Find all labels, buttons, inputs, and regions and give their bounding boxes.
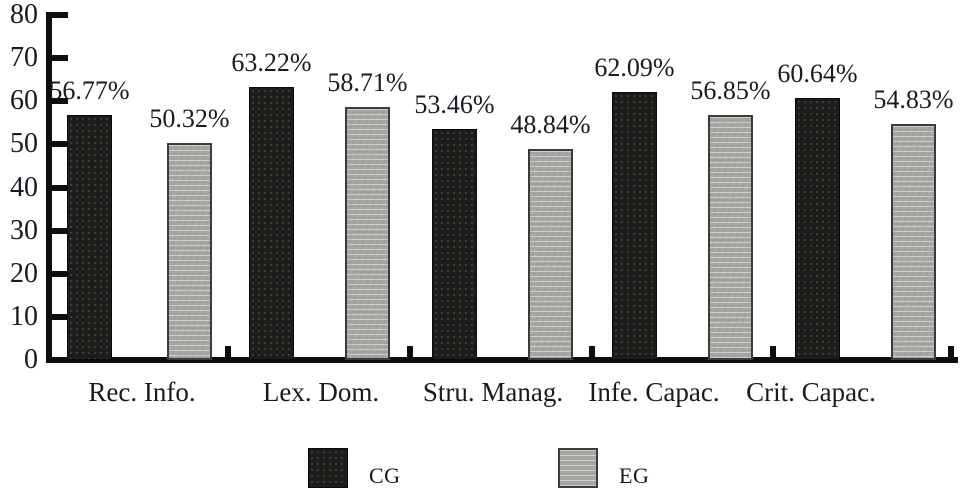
bar-eg-4 — [891, 124, 936, 360]
y-tick-60 — [46, 98, 68, 105]
y-tick-label-70: 70 — [10, 42, 38, 74]
y-tick-40 — [46, 184, 68, 191]
bar-eg-1 — [345, 107, 390, 360]
y-tick-label-60: 60 — [10, 85, 38, 117]
value-label-cg-3: 62.09% — [594, 53, 675, 82]
bar-cg-0 — [67, 115, 112, 360]
cg-legend-swatch — [308, 448, 348, 488]
bar-eg-2 — [528, 149, 573, 360]
y-tick-80 — [46, 12, 68, 18]
x-tick-4 — [948, 346, 954, 358]
bar-eg-3 — [708, 115, 753, 360]
value-label-cg-4: 60.64% — [777, 59, 858, 88]
value-label-eg-1: 58.71% — [327, 68, 408, 97]
value-label-eg-3: 56.85% — [690, 76, 771, 105]
x-tick-1 — [407, 346, 413, 358]
y-tick-label-80: 80 — [10, 0, 38, 30]
y-tick-50 — [46, 141, 68, 148]
value-label-cg-1: 63.22% — [231, 48, 312, 77]
category-label-0: Rec. Info. — [88, 377, 196, 407]
y-tick-label-30: 30 — [10, 214, 38, 246]
bar-eg-0 — [167, 143, 212, 360]
y-tick-30 — [46, 227, 68, 234]
bar-cg-3 — [612, 92, 657, 360]
bar-cg-2 — [432, 129, 477, 360]
x-tick-2 — [589, 346, 595, 358]
value-label-eg-4: 54.83% — [873, 85, 954, 114]
y-tick-label-40: 40 — [10, 171, 38, 203]
x-axis-line — [46, 357, 958, 363]
category-label-4: Crit. Capac. — [746, 377, 876, 407]
y-tick-label-10: 10 — [10, 300, 38, 332]
cg-legend-label: CG — [369, 463, 401, 488]
bar-cg-4 — [795, 98, 840, 360]
x-tick-3 — [770, 346, 776, 358]
legend-item-eg: EG — [558, 448, 649, 488]
value-label-cg-2: 53.46% — [414, 90, 495, 119]
legend-item-cg: CG — [308, 448, 401, 488]
y-tick-20 — [46, 270, 68, 277]
eg-legend-label: EG — [619, 463, 650, 488]
eg-legend-swatch — [558, 448, 598, 488]
category-label-2: Stru. Manag. — [422, 377, 564, 407]
y-tick-label-0: 0 — [24, 344, 38, 375]
category-label-1: Lex. Dom. — [262, 377, 380, 407]
y-tick-70 — [46, 55, 68, 62]
value-label-cg-0: 56.77% — [49, 76, 130, 105]
x-tick-0 — [225, 346, 231, 358]
value-label-eg-0: 50.32% — [149, 104, 230, 133]
y-tick-label-50: 50 — [10, 128, 38, 160]
value-label-eg-2: 48.84% — [510, 110, 591, 139]
category-label-3: Infe. Capac. — [588, 377, 720, 407]
bar-cg-1 — [249, 87, 294, 360]
y-tick-10 — [46, 313, 68, 320]
y-tick-label-20: 20 — [10, 257, 38, 289]
